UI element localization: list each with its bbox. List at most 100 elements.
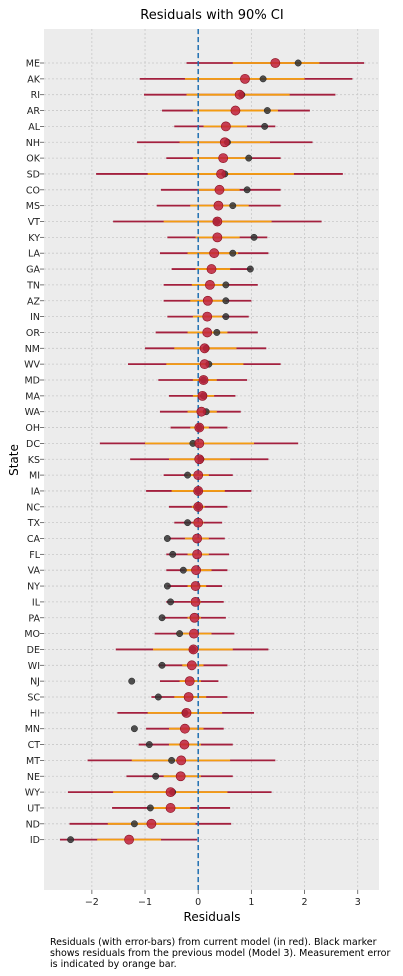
- previous-point: [163, 582, 171, 590]
- previous-point: [261, 122, 269, 130]
- y-tick-label: MT: [26, 756, 40, 767]
- x-tick-label: 0: [195, 897, 201, 908]
- current-point: [218, 153, 229, 163]
- current-point: [205, 279, 215, 290]
- current-point: [230, 105, 241, 116]
- previous-point: [222, 313, 230, 321]
- previous-point: [67, 836, 75, 844]
- x-tick-label: 2: [302, 897, 308, 908]
- previous-point: [128, 677, 136, 685]
- current-point: [181, 707, 192, 718]
- y-tick-label: KY: [28, 233, 40, 244]
- current-point: [214, 184, 225, 195]
- previous-point: [229, 202, 237, 210]
- y-tick-label: TN: [26, 280, 40, 291]
- y-tick-label: ID: [30, 835, 40, 846]
- current-point: [192, 533, 203, 544]
- previous-point: [167, 598, 175, 606]
- current-point: [175, 771, 186, 782]
- y-tick-label: NM: [25, 344, 40, 355]
- current-point: [202, 327, 213, 338]
- previous-point: [145, 741, 153, 748]
- y-tick-label: KS: [28, 455, 40, 466]
- current-point: [193, 470, 204, 480]
- current-point: [199, 359, 210, 370]
- current-point: [219, 137, 230, 148]
- current-point: [190, 581, 201, 591]
- y-tick-label: SD: [27, 169, 40, 180]
- y-tick-label: OH: [25, 423, 40, 434]
- previous-point: [294, 59, 302, 67]
- current-point: [202, 311, 213, 322]
- previous-point: [158, 661, 166, 669]
- chart-title: Residuals with 90% CI: [140, 8, 283, 23]
- current-point: [196, 406, 207, 417]
- y-tick-label: SC: [27, 693, 40, 704]
- y-tick-label: CT: [28, 740, 41, 751]
- y-tick-label: AZ: [27, 296, 40, 307]
- previous-point: [176, 630, 184, 638]
- current-point: [234, 89, 245, 100]
- current-point: [209, 248, 220, 259]
- y-tick-label: UT: [27, 803, 40, 814]
- current-point: [180, 723, 190, 734]
- previous-point: [263, 107, 271, 115]
- y-tick-label: WA: [25, 407, 41, 418]
- y-tick-label: MO: [24, 629, 40, 640]
- y-tick-label: PA: [28, 613, 40, 624]
- current-model-markers: [124, 58, 281, 845]
- current-point: [176, 755, 187, 766]
- current-point: [240, 73, 250, 84]
- previous-point: [222, 281, 230, 289]
- previous-point: [152, 772, 160, 780]
- current-point: [220, 121, 231, 132]
- y-axis-ticks: ME AK RI AR AL NH OK SD CO MS VT KY LA GA TN AZ IN OR NM WV…: [24, 59, 44, 846]
- previous-point: [250, 233, 258, 241]
- y-tick-label: OR: [26, 328, 40, 339]
- y-tick-label: WV: [24, 360, 40, 371]
- y-tick-label: FL: [29, 550, 40, 561]
- x-axis-ticks: −2 −1 0 1 2 3: [85, 890, 361, 908]
- current-point: [192, 549, 203, 560]
- y-tick-label: MS: [26, 201, 40, 212]
- y-tick-label: AR: [27, 106, 40, 117]
- x-tick-label: −2: [85, 897, 99, 908]
- previous-point: [130, 725, 138, 733]
- current-point: [198, 375, 209, 385]
- current-point: [213, 200, 224, 211]
- current-point: [270, 58, 281, 68]
- current-point: [190, 597, 201, 607]
- current-point: [165, 803, 176, 813]
- y-tick-label: DE: [27, 645, 40, 656]
- y-tick-label: IA: [31, 486, 41, 497]
- y-tick-label: IL: [32, 597, 41, 608]
- current-point: [188, 644, 199, 655]
- y-tick-label: AL: [28, 122, 40, 133]
- y-tick-label: NC: [26, 502, 40, 513]
- current-point: [194, 422, 205, 433]
- y-tick-label: CA: [27, 534, 41, 545]
- y-tick-label: IN: [30, 312, 40, 323]
- y-tick-label: WI: [28, 661, 40, 672]
- current-point: [199, 343, 210, 354]
- current-point: [193, 501, 204, 512]
- y-tick-label: TX: [27, 518, 41, 529]
- y-tick-label: RI: [31, 90, 40, 101]
- current-point: [194, 438, 205, 449]
- y-tick-label: WY: [25, 788, 40, 799]
- x-tick-label: 3: [355, 897, 361, 908]
- current-point: [124, 834, 134, 845]
- previous-point: [154, 693, 162, 701]
- current-point: [202, 295, 213, 306]
- current-point: [216, 169, 226, 179]
- y-tick-label: VA: [28, 566, 41, 577]
- y-tick-label: OK: [26, 154, 40, 165]
- previous-point: [243, 186, 251, 194]
- current-point: [146, 818, 157, 829]
- previous-point: [130, 820, 138, 828]
- y-tick-label: AK: [27, 74, 40, 85]
- y-tick-label: MI: [29, 471, 40, 482]
- previous-point: [259, 75, 267, 83]
- previous-point: [184, 519, 192, 527]
